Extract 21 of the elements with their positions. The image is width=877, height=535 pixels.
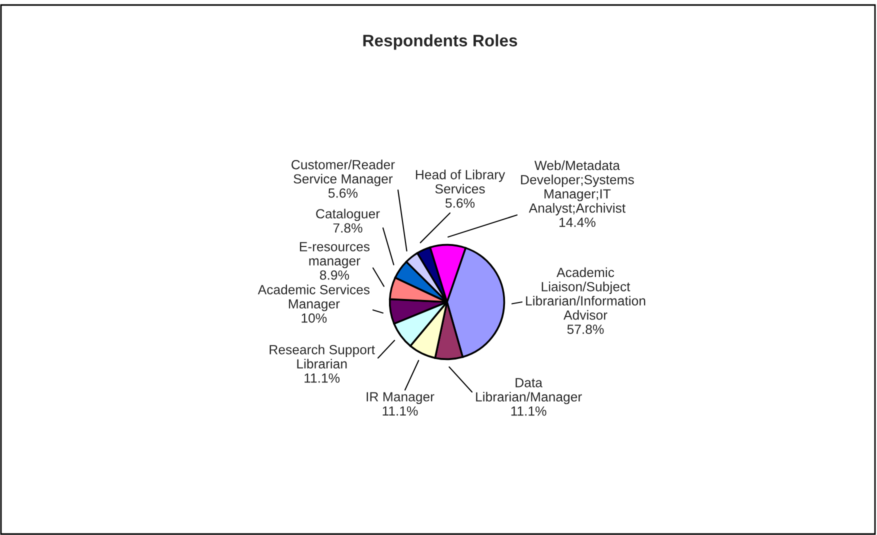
- slice-label: Customer/Reader Service Manager: [292, 160, 395, 186]
- data-label: 10%: [302, 313, 327, 323]
- data-label: 11.1%: [304, 373, 340, 383]
- data-label: 8.9%: [320, 270, 350, 280]
- data-label: 7.8%: [333, 223, 362, 233]
- slice-label: Research Support Librarian: [270, 344, 375, 369]
- slice-label: Cataloguer: [316, 208, 380, 222]
- data-label: 5.6%: [445, 198, 475, 208]
- slice-label: E-resources manager: [300, 242, 370, 268]
- slice-label: Academic Services Manager: [258, 284, 370, 312]
- slice-label: Data Librarian/Manager: [476, 378, 582, 404]
- slice-label: Head of Library Services: [416, 170, 506, 194]
- slice-label: IR Manager: [366, 392, 434, 404]
- slice-label: Academic Liaison/Subject Librarian/Information Advisor: [526, 267, 646, 320]
- data-label: 11.1%: [511, 406, 546, 416]
- slice-label: Web/Metadata Developer;Systems Manager;IT Analyst;Archivist: [521, 160, 634, 216]
- data-label: 5.6%: [328, 188, 358, 198]
- data-label: 11.1%: [382, 406, 418, 416]
- chart-title: Respondents Roles: [363, 34, 518, 50]
- data-label: 57.8%: [567, 324, 604, 334]
- data-label: 14.4%: [559, 218, 596, 227]
